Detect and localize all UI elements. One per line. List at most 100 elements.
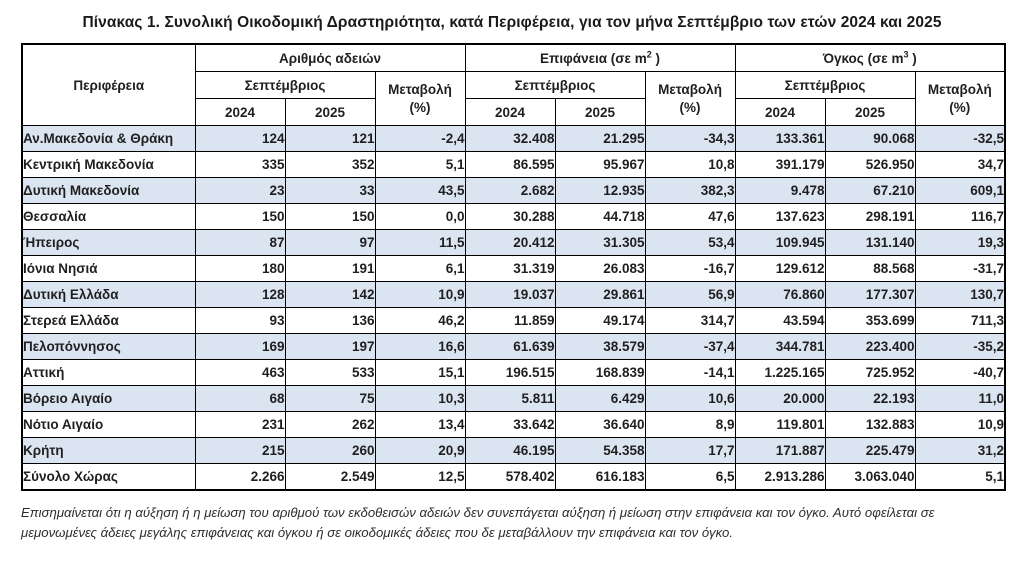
value-cell: 46,2 <box>374 307 466 334</box>
value-cell: 46.195 <box>464 437 556 464</box>
value-cell: 8,9 <box>644 411 736 438</box>
change-label: Μεταβολή <box>927 81 992 97</box>
footnote: Επισημαίνεται ότι η αύξηση ή η μείωση το… <box>21 505 935 541</box>
table-row: Κεντρική Μακεδονία 335 352 5,1 86.595 95.967 1… <box>21 151 1006 178</box>
value-cell: 30.288 <box>464 203 556 230</box>
value-cell: 75 <box>284 385 376 412</box>
value-cell: -34,3 <box>644 125 736 152</box>
value-cell: 2.682 <box>464 177 556 204</box>
value-cell: 10,8 <box>644 151 736 178</box>
value-cell: -31,7 <box>914 255 1006 282</box>
value-cell: 33 <box>284 177 376 204</box>
region-cell: Πελοπόννησος <box>21 333 196 360</box>
value-cell: 137.623 <box>734 203 826 230</box>
region-cell: Κρήτη <box>21 437 196 464</box>
table-body: Αν.Μακεδονία & Θράκη 124 121 -2,4 32.408 21.2… <box>21 125 1006 491</box>
change-header-volume: Μεταβολή (%) <box>914 71 1006 126</box>
value-cell: 17,7 <box>644 437 736 464</box>
value-cell: 132.883 <box>824 411 916 438</box>
table-row: Θεσσαλία 150 150 0,0 30.288 44.718 47,6 137.623… <box>21 203 1006 230</box>
building-activity-table: Περιφέρεια Αριθμός αδειών Επιφάνεια (σε … <box>21 43 1007 491</box>
table-row: Πελοπόννησος 169 197 16,6 61.639 38.579 -37,4 3… <box>21 333 1006 360</box>
value-cell: 711,3 <box>914 307 1006 334</box>
value-cell: -32,5 <box>914 125 1006 152</box>
column-header-region: Περιφέρεια <box>21 43 196 126</box>
value-cell: 2.549 <box>284 463 376 491</box>
value-cell: 53,4 <box>644 229 736 256</box>
value-cell: 1.225.165 <box>734 359 826 386</box>
region-cell: Ιόνια Νησιά <box>21 255 196 282</box>
value-cell: 130,7 <box>914 281 1006 308</box>
value-cell: 262 <box>284 411 376 438</box>
table-row-total: Σύνολο Χώρας 2.266 2.549 12,5 578.402 616.183… <box>21 463 1006 491</box>
value-cell: 223.400 <box>824 333 916 360</box>
value-cell: 34,7 <box>914 151 1006 178</box>
value-cell: 142 <box>284 281 376 308</box>
region-cell: Κεντρική Μακεδονία <box>21 151 196 178</box>
table-row: Αττική 463 533 15,1 196.515 168.839 -14,1 1.225… <box>21 359 1006 386</box>
value-cell: 23 <box>194 177 286 204</box>
value-cell: 54.358 <box>554 437 646 464</box>
value-cell: 128 <box>194 281 286 308</box>
value-cell: 150 <box>194 203 286 230</box>
table-row: Αν.Μακεδονία & Θράκη 124 121 -2,4 32.408 21.2… <box>21 125 1006 152</box>
year-header: 2025 <box>554 98 646 126</box>
value-cell: 382,3 <box>644 177 736 204</box>
value-cell: 33.642 <box>464 411 556 438</box>
value-cell: 344.781 <box>734 333 826 360</box>
value-cell: 86.595 <box>464 151 556 178</box>
value-cell: 31.305 <box>554 229 646 256</box>
group-label: Αριθμός αδειών <box>279 50 381 66</box>
region-cell: Θεσσαλία <box>21 203 196 230</box>
value-cell: 13,4 <box>374 411 466 438</box>
month-header-permits: Σεπτέμβριος <box>194 71 376 99</box>
value-cell: 90.068 <box>824 125 916 152</box>
value-cell: 20.412 <box>464 229 556 256</box>
value-cell: 197 <box>284 333 376 360</box>
value-cell: 131.140 <box>824 229 916 256</box>
value-cell: 32.408 <box>464 125 556 152</box>
change-label: Μεταβολή <box>658 81 722 97</box>
value-cell: 61.639 <box>464 333 556 360</box>
value-cell: 38.579 <box>554 333 646 360</box>
group-header-volume: Όγκος (σε m3 ) <box>734 43 1006 72</box>
value-cell: 352 <box>284 151 376 178</box>
header-row-years: 2024 2025 2024 2025 2024 2025 <box>22 98 1005 126</box>
region-cell: Βόρειο Αιγαίο <box>21 385 196 412</box>
region-cell: Στερεά Ελλάδα <box>21 307 196 334</box>
value-cell: 19.037 <box>464 281 556 308</box>
value-cell: 11,5 <box>374 229 466 256</box>
value-cell: -16,7 <box>644 255 736 282</box>
value-cell: 169 <box>194 333 286 360</box>
table-row: Δυτική Ελλάδα 128 142 10,9 19.037 29.861 56,9 7… <box>21 281 1006 308</box>
year-header: 2024 <box>734 98 826 126</box>
change-header-permits: Μεταβολή (%) <box>374 71 466 126</box>
year-header: 2024 <box>194 98 286 126</box>
value-cell: 533 <box>284 359 376 386</box>
value-cell: 177.307 <box>824 281 916 308</box>
value-cell: 56,9 <box>644 281 736 308</box>
region-cell: Νότιο Αιγαίο <box>21 411 196 438</box>
value-cell: 231 <box>194 411 286 438</box>
value-cell: 335 <box>194 151 286 178</box>
value-cell: 9.478 <box>734 177 826 204</box>
value-cell: 11.859 <box>464 307 556 334</box>
value-cell: 10,9 <box>914 411 1006 438</box>
month-header-surface: Σεπτέμβριος <box>464 71 646 99</box>
value-cell: 10,6 <box>644 385 736 412</box>
value-cell: 29.861 <box>554 281 646 308</box>
value-cell: 2.913.286 <box>734 463 826 491</box>
year-header: 2025 <box>824 98 916 126</box>
value-cell: 43.594 <box>734 307 826 334</box>
table-row: Δυτική Μακεδονία 23 33 43,5 2.682 12.935 382,3… <box>21 177 1006 204</box>
value-cell: 191 <box>284 255 376 282</box>
value-cell: 109.945 <box>734 229 826 256</box>
value-cell: 260 <box>284 437 376 464</box>
value-cell: 124 <box>194 125 286 152</box>
value-cell: 49.174 <box>554 307 646 334</box>
value-cell: 168.839 <box>554 359 646 386</box>
region-cell: Δυτική Μακεδονία <box>21 177 196 204</box>
table-row: Στερεά Ελλάδα 93 136 46,2 11.859 49.174 314,7 4… <box>21 307 1006 334</box>
page-title: Πίνακας 1. Συνολική Οικοδομική Δραστηριό… <box>82 14 942 31</box>
